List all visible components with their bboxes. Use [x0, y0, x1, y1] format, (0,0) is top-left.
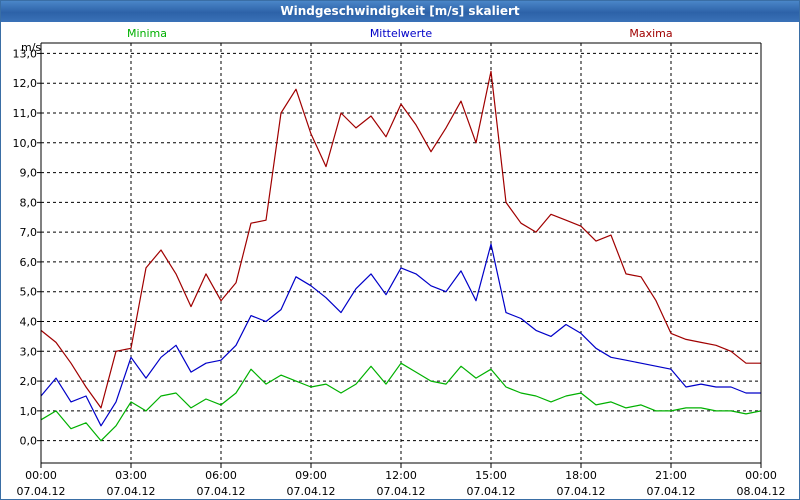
x-tick-label-time: 00:00 [745, 469, 777, 482]
x-tick-label-time: 18:00 [565, 469, 597, 482]
chart-canvas: Minima Mittelwerte Maxima m/s 0,01,02,03… [1, 23, 799, 499]
y-tick-label: 3,0 [20, 345, 38, 358]
y-tick-label: 11,0 [13, 107, 38, 120]
x-tick-label-date: 07.04.12 [287, 485, 336, 498]
x-tick-label-time: 21:00 [655, 469, 687, 482]
y-tick-label: 2,0 [20, 375, 38, 388]
y-tick-label: 1,0 [20, 405, 38, 418]
x-tick-label-date: 07.04.12 [377, 485, 426, 498]
y-tick-label: 0,0 [20, 435, 38, 448]
window-title: Windgeschwindigkeit [m/s] skaliert [1, 1, 799, 22]
y-tick-label: 8,0 [20, 196, 38, 209]
x-tick-label-date: 07.04.12 [17, 485, 66, 498]
y-tick-label: 13,0 [13, 47, 38, 60]
x-tick-label-time: 03:00 [115, 469, 147, 482]
legend-label-minima: Minima [127, 27, 167, 40]
legend-label-mittelwerte: Mittelwerte [370, 27, 433, 40]
x-tick-label-date: 07.04.12 [107, 485, 156, 498]
x-tick-label-time: 06:00 [205, 469, 237, 482]
x-tick-label-time: 00:00 [25, 469, 57, 482]
x-tick-label-date: 07.04.12 [647, 485, 696, 498]
x-tick-label-date: 07.04.12 [467, 485, 516, 498]
y-tick-label: 7,0 [20, 226, 38, 239]
y-tick-label: 5,0 [20, 286, 38, 299]
y-tick-label: 6,0 [20, 256, 38, 269]
x-tick-label-time: 12:00 [385, 469, 417, 482]
x-tick-label-date: 08.04.12 [737, 485, 786, 498]
x-tick-label-date: 07.04.12 [557, 485, 606, 498]
x-tick-label-date: 07.04.12 [197, 485, 246, 498]
legend-label-maxima: Maxima [629, 27, 672, 40]
y-tick-label: 4,0 [20, 316, 38, 329]
x-tick-label-time: 15:00 [475, 469, 507, 482]
x-tick-label-time: 09:00 [295, 469, 327, 482]
grid [41, 43, 761, 463]
y-tick-label: 10,0 [13, 137, 38, 150]
y-tick-label: 9,0 [20, 167, 38, 180]
y-tick-label: 12,0 [13, 77, 38, 90]
